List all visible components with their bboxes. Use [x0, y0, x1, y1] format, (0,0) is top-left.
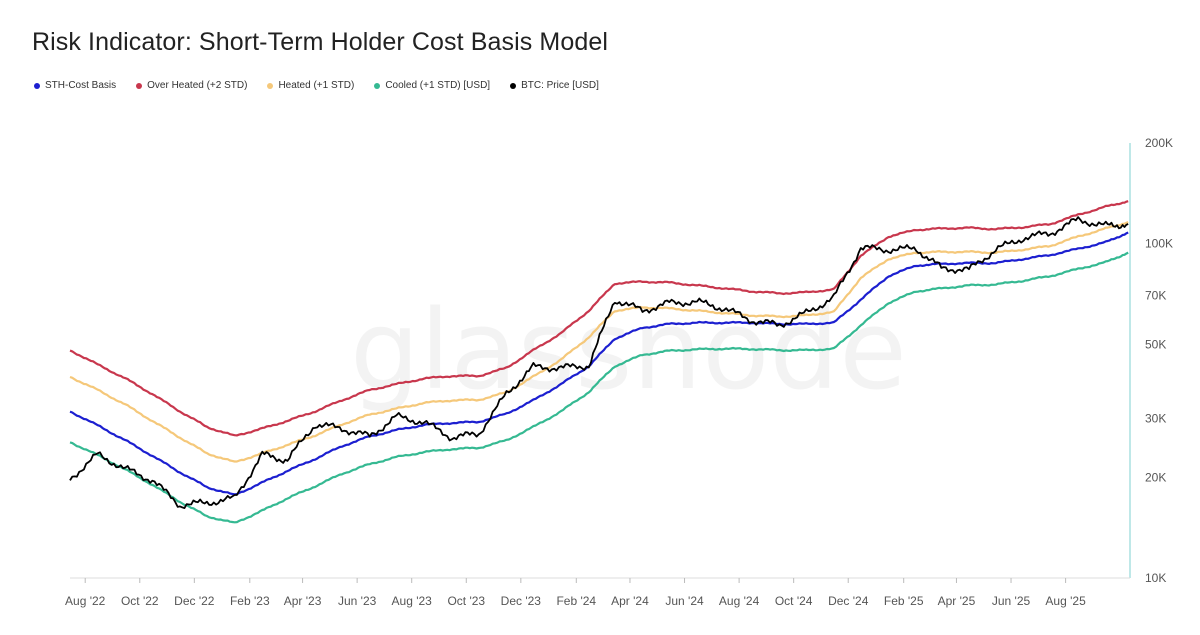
x-tick-label: Apr '24	[611, 594, 649, 608]
series-layer	[69, 200, 1129, 524]
legend-label: Over Heated (+2 STD)	[147, 80, 248, 91]
legend-item[interactable]: STH-Cost Basis	[34, 80, 116, 91]
legend-dot-icon	[34, 82, 40, 89]
series-line-heated-1-std	[69, 221, 1129, 463]
series-line-cooled-1-std-usd	[69, 251, 1129, 524]
legend-item[interactable]: Heated (+1 STD)	[267, 80, 354, 91]
legend-item[interactable]: Over Heated (+2 STD)	[136, 80, 247, 91]
x-tick-label: Dec '23	[501, 594, 542, 608]
x-tick-label: Aug '25	[1045, 594, 1086, 608]
x-tick-label: Oct '23	[447, 594, 485, 608]
series-line-btc-price	[69, 216, 1129, 509]
legend-label: STH-Cost Basis	[45, 80, 117, 91]
legend-dot-icon	[374, 82, 381, 89]
x-tick-label: Jun '23	[338, 594, 377, 608]
y-tick-label: 100K	[1145, 237, 1173, 251]
x-tick-label: Feb '24	[556, 594, 596, 608]
x-tick-label: Apr '25	[938, 594, 976, 608]
x-tick-label: Feb '23	[230, 594, 270, 608]
chart-legend: STH-Cost Basis Over Heated (+2 STD) Heated…	[34, 80, 599, 91]
x-tick-label: Aug '23	[392, 594, 433, 608]
x-tick-label: Oct '22	[121, 594, 159, 608]
y-tick-label: 70K	[1145, 288, 1166, 302]
y-tick-label: 10K	[1145, 571, 1166, 585]
x-tick-label: Jun '25	[992, 594, 1031, 608]
y-tick-label: 50K	[1145, 337, 1166, 351]
chart-title: Risk Indicator: Short-Term Holder Cost B…	[32, 28, 609, 56]
legend-label: Heated (+1 STD)	[278, 80, 355, 91]
legend-label: BTC: Price [USD]	[521, 80, 599, 91]
legend-label: Cooled (+1 STD) [USD]	[385, 80, 491, 91]
legend-dot-icon	[267, 82, 274, 89]
y-axis-ticks: 10K 20K 30K 50K 70K 100K 200K	[1145, 136, 1173, 585]
legend-dot-icon	[136, 82, 143, 89]
x-tick-label: Aug '24	[719, 594, 760, 608]
series-line-sth-cost-basis	[69, 231, 1129, 496]
x-tick-label: Feb '25	[884, 594, 924, 608]
legend-item[interactable]: Cooled (+1 STD) [USD]	[374, 80, 490, 91]
x-tick-label: Jun '24	[665, 594, 704, 608]
series-line-over-heated-2-std	[69, 200, 1129, 437]
x-axis-ticks: Aug '22 Oct '22 Dec '22 Feb '23 Apr '23 Jun '…	[65, 578, 1086, 608]
y-tick-label: 30K	[1145, 411, 1166, 425]
x-tick-label: Dec '22	[174, 594, 215, 608]
legend-dot-icon	[510, 82, 517, 89]
y-tick-label: 200K	[1145, 136, 1173, 150]
y-tick-label: 20K	[1145, 470, 1166, 484]
x-tick-label: Apr '23	[284, 594, 322, 608]
x-tick-label: Oct '24	[775, 594, 813, 608]
x-tick-label: Aug '22	[65, 594, 106, 608]
legend-item[interactable]: BTC: Price [USD]	[510, 80, 599, 91]
x-tick-label: Dec '24	[828, 594, 869, 608]
